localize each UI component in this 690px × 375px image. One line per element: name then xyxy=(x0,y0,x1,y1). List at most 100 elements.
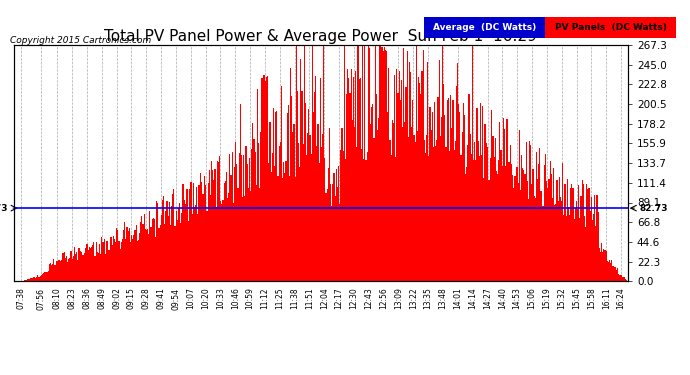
Bar xyxy=(524,174,526,281)
Bar xyxy=(216,207,217,281)
Bar xyxy=(25,280,26,281)
Bar xyxy=(346,94,347,281)
Bar xyxy=(354,127,355,281)
Bar xyxy=(349,93,351,281)
Bar xyxy=(555,204,556,281)
Bar xyxy=(411,128,413,281)
Bar xyxy=(203,194,204,281)
Bar xyxy=(295,177,296,281)
Bar xyxy=(434,102,435,281)
Bar xyxy=(622,277,623,281)
Bar xyxy=(293,124,295,281)
Bar xyxy=(162,200,163,281)
Bar xyxy=(314,92,315,281)
Bar xyxy=(133,236,135,281)
Bar xyxy=(249,158,250,281)
Bar xyxy=(267,76,268,281)
Bar xyxy=(458,104,460,281)
Bar xyxy=(552,198,553,281)
Bar xyxy=(23,280,25,281)
Bar xyxy=(242,197,243,281)
Bar xyxy=(176,211,177,281)
Bar xyxy=(93,242,95,281)
Bar xyxy=(276,111,277,281)
Bar xyxy=(595,226,596,281)
Bar xyxy=(427,62,428,281)
Bar xyxy=(531,184,533,281)
Bar xyxy=(132,239,133,281)
Bar xyxy=(483,178,484,281)
Bar xyxy=(569,215,570,281)
Bar xyxy=(302,144,304,281)
Bar xyxy=(163,196,164,281)
Bar xyxy=(441,117,442,281)
Bar xyxy=(161,215,162,281)
Bar xyxy=(30,279,32,281)
Bar xyxy=(195,205,196,281)
Bar xyxy=(128,231,129,281)
Bar xyxy=(583,184,584,281)
Bar xyxy=(625,279,627,281)
Bar xyxy=(533,196,535,281)
Bar xyxy=(270,172,272,281)
Bar xyxy=(617,268,618,281)
Bar xyxy=(577,209,578,281)
Bar xyxy=(239,104,241,281)
Bar xyxy=(623,278,624,281)
Bar xyxy=(32,277,34,281)
Bar xyxy=(564,184,566,281)
Bar xyxy=(616,270,617,281)
Bar xyxy=(187,189,188,281)
Text: 82.73: 82.73 xyxy=(639,204,668,213)
Bar xyxy=(233,202,234,281)
Bar xyxy=(529,141,530,281)
Bar xyxy=(521,154,522,281)
Bar xyxy=(101,237,102,281)
Bar xyxy=(186,189,187,281)
Bar xyxy=(289,176,290,281)
Bar xyxy=(189,189,190,281)
Bar xyxy=(474,142,475,281)
Bar xyxy=(52,264,53,281)
Bar xyxy=(154,219,155,281)
Bar xyxy=(169,202,170,281)
Bar xyxy=(322,134,323,281)
Bar xyxy=(172,194,173,281)
Bar xyxy=(146,230,147,281)
Bar xyxy=(115,242,116,281)
Bar xyxy=(218,162,219,281)
Bar xyxy=(466,168,467,281)
Bar xyxy=(446,100,448,281)
Bar xyxy=(179,203,180,281)
Bar xyxy=(155,237,156,281)
Bar xyxy=(549,161,551,281)
Text: Average  (DC Watts): Average (DC Watts) xyxy=(433,22,536,32)
Bar xyxy=(428,156,429,281)
Bar xyxy=(260,132,262,281)
Bar xyxy=(181,213,182,281)
Bar xyxy=(397,93,399,281)
Bar xyxy=(610,263,611,281)
Bar xyxy=(99,244,100,281)
Bar xyxy=(359,78,361,281)
Bar xyxy=(561,201,562,281)
Bar xyxy=(602,252,603,281)
Bar xyxy=(515,176,516,281)
Bar xyxy=(61,260,62,281)
Bar xyxy=(575,208,576,281)
Bar xyxy=(498,160,500,281)
Bar xyxy=(592,220,593,281)
Bar xyxy=(83,255,84,281)
Bar xyxy=(462,132,463,281)
Bar xyxy=(37,275,39,281)
Bar xyxy=(102,242,103,281)
Bar xyxy=(310,154,312,281)
Bar xyxy=(209,170,210,281)
Bar xyxy=(98,253,99,281)
Bar xyxy=(72,255,74,281)
Text: PV Panels  (DC Watts): PV Panels (DC Watts) xyxy=(555,22,667,32)
Bar xyxy=(599,248,600,281)
Bar xyxy=(235,142,236,281)
Bar xyxy=(266,76,267,281)
Bar xyxy=(547,188,549,281)
